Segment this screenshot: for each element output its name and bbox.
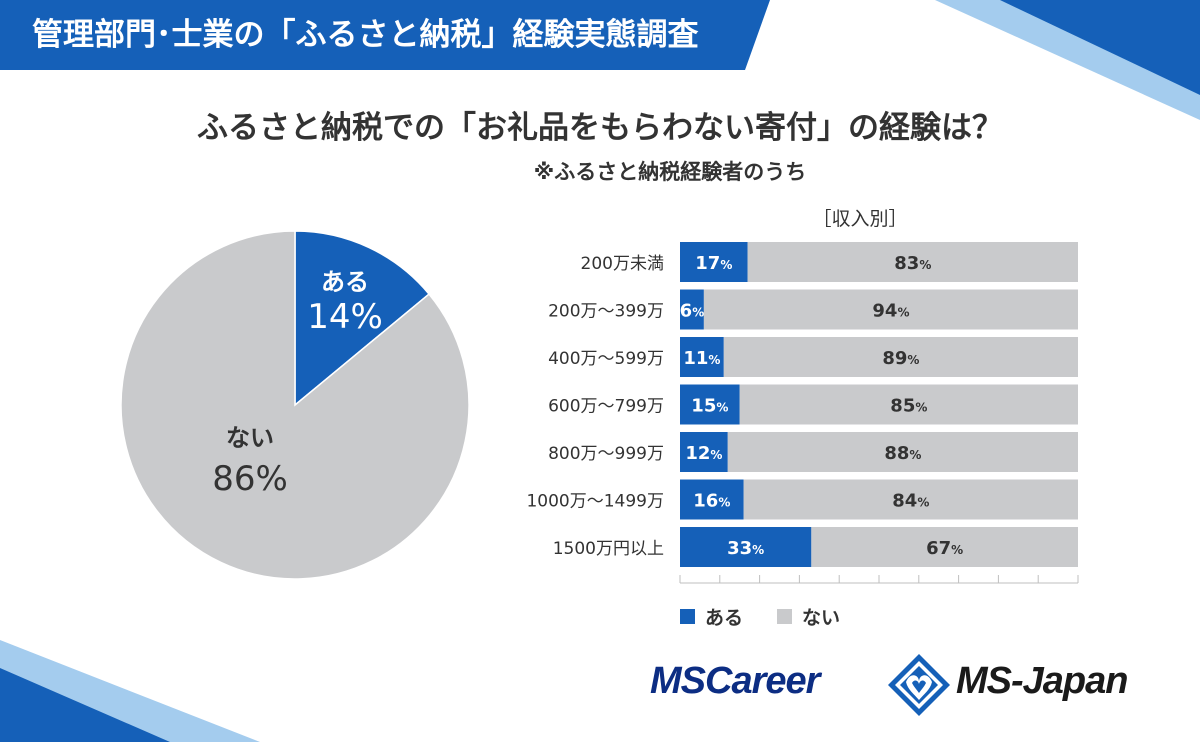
pie-label-no-name: ない: [226, 424, 274, 452]
ms-japan-logo: MS-Japan: [956, 660, 1128, 702]
data-label-yes: 15%: [691, 396, 728, 417]
mscareer-logo: MSCareer: [650, 660, 820, 702]
bar-segment-no: [703, 289, 1078, 330]
bar-segment-yes: [680, 527, 812, 567]
bar-segment-yes: [680, 432, 728, 472]
data-label-yes: 12%: [685, 443, 722, 464]
chart-question: ふるさと納税での「お礼品をもらわない寄付」の経験は？: [197, 110, 1003, 146]
data-label-no: 89%: [882, 348, 919, 369]
chart-note: ※ふるさと納税経験者のうち: [533, 160, 807, 184]
pie-label-no: ない 86%: [200, 418, 300, 499]
bar-segment-no: [739, 384, 1078, 425]
legend-swatch-yes: [680, 608, 695, 624]
bar-segment-no: [747, 242, 1078, 282]
category-label: 1000万～1499万: [526, 492, 664, 512]
data-label-no: 84%: [892, 491, 929, 512]
data-label-yes: 17%: [695, 253, 732, 274]
data-label-yes: 33%: [727, 538, 764, 559]
pie-label-yes: ある 14%: [300, 262, 390, 337]
bar-segment-yes: [680, 384, 740, 425]
bar-segment-no: [723, 337, 1078, 377]
bar-segment-no: [727, 432, 1078, 472]
data-label-no: 88%: [884, 443, 921, 464]
legend-item-no: ない: [777, 603, 840, 630]
ms-japan-emblem: [888, 654, 950, 716]
data-label-no: 85%: [890, 396, 927, 417]
bar-chart-title: ［収入別］: [812, 208, 908, 230]
title-banner: 管理部門･士業の「ふるさと納税」経験実態調査: [0, 0, 770, 70]
bar-segment-yes: [680, 242, 748, 282]
category-label: 200万未満: [581, 254, 664, 274]
bar-segment-yes: [680, 337, 724, 377]
legend: ある ない: [680, 603, 874, 630]
pie-slice-yes: [294, 230, 431, 407]
category-label: 1500万円以上: [553, 539, 664, 559]
category-label: 200万～399万: [548, 302, 664, 322]
pie-label-yes-value: 14%: [307, 297, 383, 337]
logos: MSCareer MS-Japan: [650, 650, 1160, 722]
data-label-yes: 6%: [680, 301, 705, 322]
category-label: 800万～999万: [548, 444, 664, 464]
pie-slice-no: [120, 230, 470, 580]
bar-segment-yes: [680, 289, 704, 330]
category-label: 600万～799万: [548, 397, 664, 417]
banner-background: [0, 0, 770, 70]
data-label-no: 67%: [926, 538, 963, 559]
legend-swatch-no: [777, 608, 793, 624]
pie-chart: [120, 230, 470, 580]
data-label-yes: 16%: [693, 491, 730, 512]
legend-label-yes: ある: [705, 606, 744, 629]
category-label: 400万～599万: [548, 349, 664, 369]
bar-segment-no: [743, 479, 1078, 520]
data-label-no: 83%: [894, 253, 931, 274]
pie-label-yes-name: ある: [321, 268, 369, 296]
legend-item-yes: ある: [680, 603, 743, 630]
bar-segment-no: [811, 527, 1078, 567]
bar-segment-yes: [680, 479, 744, 520]
stacked-bar-chart: 200万未満 17% 83% 200万～399万 6% 94% 400万～599万 11% 89…: [526, 242, 1079, 584]
pie-label-no-value: 86%: [212, 459, 288, 499]
data-label-yes: 11%: [683, 348, 720, 369]
data-label-no: 94%: [872, 301, 909, 322]
legend-label-no: ない: [802, 606, 841, 629]
banner-title: 管理部門･士業の「ふるさと納税」経験実態調査: [32, 17, 699, 53]
